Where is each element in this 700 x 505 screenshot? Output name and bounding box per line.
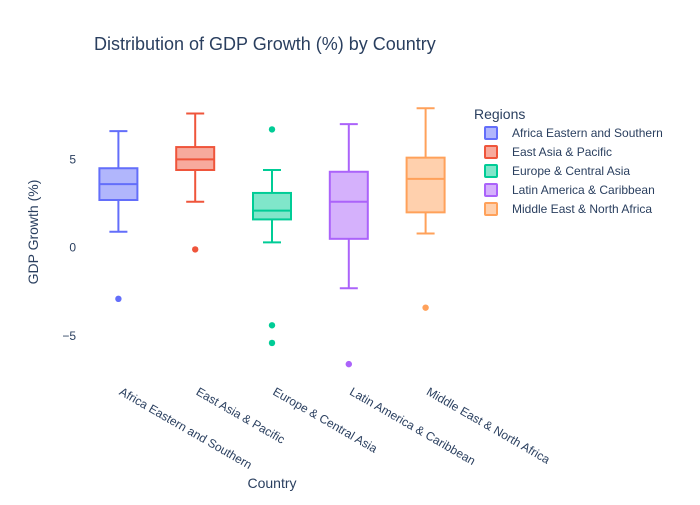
legend-label: Latin America & Caribbean: [512, 183, 655, 197]
box-series: [405, 107, 446, 311]
y-tick-label: 0: [69, 241, 76, 255]
legend-swatch: [484, 145, 498, 159]
box-iqr: [252, 191, 292, 221]
legend-title: Regions: [474, 106, 525, 122]
legend-item[interactable]: Europe & Central Asia: [484, 164, 630, 178]
box-series: [252, 126, 292, 347]
outlier-point: [422, 304, 429, 311]
legend-swatch: [484, 202, 498, 216]
outlier-point: [268, 126, 276, 133]
plot-area: [98, 107, 446, 368]
box-series: [328, 123, 369, 368]
y-axis-ticks: −5 0 5: [62, 152, 76, 342]
legend-swatch: [484, 183, 498, 197]
chart-title: Distribution of GDP Growth (%) by Countr…: [94, 34, 436, 54]
y-tick-label: −5: [62, 329, 76, 343]
legend-item[interactable]: Latin America & Caribbean: [484, 183, 655, 197]
legend-swatch: [484, 164, 498, 178]
x-axis-title: Country: [247, 475, 296, 491]
box-series: [98, 130, 139, 303]
y-tick-label: 5: [69, 152, 76, 166]
outlier-point: [192, 246, 199, 253]
outlier-point: [268, 339, 276, 347]
outlier-point: [115, 295, 122, 303]
legend-swatch: [484, 126, 498, 140]
x-tick-label: Latin America & Caribbean: [347, 384, 478, 467]
legend-label: East Asia & Pacific: [512, 145, 612, 159]
box-iqr: [405, 156, 446, 214]
outlier-point: [268, 322, 276, 329]
box-series: [175, 112, 216, 253]
y-axis-title: GDP Growth (%): [25, 180, 41, 285]
legend-label: Europe & Central Asia: [512, 164, 630, 178]
legend-label: Africa Eastern and Southern: [512, 126, 663, 140]
legend-item[interactable]: Africa Eastern and Southern: [484, 126, 663, 140]
outlier-point: [345, 360, 352, 368]
legend: Regions Africa Eastern and Southern East …: [474, 106, 663, 216]
x-tick-label: Middle East & North Africa: [424, 384, 553, 466]
box-iqr: [328, 170, 369, 240]
x-tick-label: Africa Eastern and Southern: [117, 384, 255, 472]
legend-item[interactable]: East Asia & Pacific: [484, 145, 612, 159]
legend-label: Middle East & North Africa: [512, 202, 652, 216]
legend-item[interactable]: Middle East & North Africa: [484, 202, 652, 216]
